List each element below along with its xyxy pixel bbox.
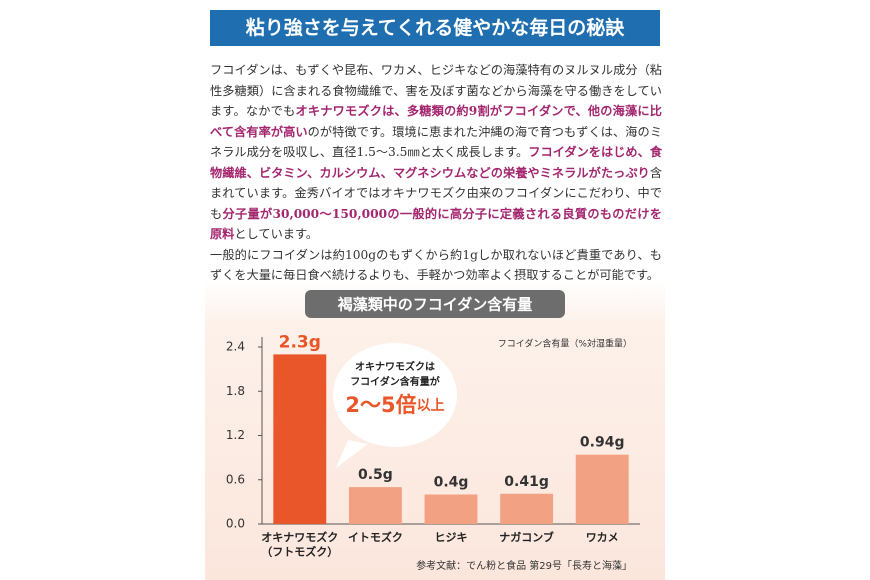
- callout-text: オキナワモズクは: [355, 360, 435, 373]
- paragraph: フコイダンは、もずくや昆布、ワカメ、ヒジキなどの海藻特有のヌルヌル成分（粘性多糖…: [210, 60, 662, 245]
- bar: [424, 494, 478, 524]
- bar: [500, 493, 554, 524]
- paragraph: 一般的にフコイダンは約100gのもずくから約1gしか取れないほど貴重であり、もず…: [210, 245, 662, 286]
- emphasis-text: フコイダンをはじめ、食物繊維、ビタミン、カルシウム、マグネシウムなどの栄養やミネ…: [210, 145, 663, 180]
- body-text: フコイダンは、もずくや昆布、ワカメ、ヒジキなどの海藻特有のヌルヌル成分（粘性多糖…: [210, 60, 662, 286]
- y-tick-label: 1.2: [226, 428, 245, 442]
- text: 含まれています。金秀バイオではオキナワモズク由来のフコイダンにこだわり、中でも: [210, 165, 662, 221]
- x-tick-label: ナガコンブ: [499, 530, 554, 544]
- callout-text: フコイダン含有量が: [350, 375, 441, 388]
- text: のが特徴です。環境に恵まれた沖縄の海で育つもずくは、海のミネラル成分を吸収し、直…: [210, 124, 663, 160]
- bar: [273, 354, 327, 524]
- callout-highlight: 2～5倍以上: [345, 393, 444, 417]
- emphasis-text: 分子量が30,000～150,000の一般的に高分子に定義される良質のものだけを…: [210, 206, 662, 242]
- chart-title: 褐藻類中のフコイダン含有量: [337, 296, 532, 314]
- x-tick-label: イトモズク: [348, 530, 403, 544]
- y-tick-label: 0.0: [226, 517, 245, 531]
- header-title: 粘り強さを与えてくれる健やかな毎日の秘訣: [210, 10, 660, 46]
- source: 参考文献：でん粉と食品 第29号「長寿と海藻」: [416, 559, 632, 572]
- y-tick-label: 1.8: [226, 384, 245, 398]
- text: としています。: [234, 227, 319, 241]
- bar: [348, 487, 402, 524]
- value-label: 0.41g: [504, 474, 549, 490]
- x-tick-label: ワカメ: [586, 531, 619, 544]
- axis-label: フコイダン含有量（%対湿重量）: [498, 338, 632, 350]
- text: フコイダンは、もずくや昆布、ワカメ、ヒジキなどの海藻特有のヌルヌル成分（粘性多糖…: [210, 63, 662, 118]
- chart-title-box: [305, 290, 565, 318]
- value-label: 2.3g: [279, 332, 321, 352]
- callout-text: 2～5倍: [345, 393, 416, 417]
- x-tick-label: オキナワモズク（フトモズク）: [261, 530, 338, 558]
- callout-bubble: [333, 343, 457, 447]
- x-tick-label: ヒジキ: [435, 531, 468, 544]
- callout-text: 以上: [417, 398, 445, 414]
- value-label: 0.94g: [580, 435, 625, 451]
- y-tick-label: 0.6: [226, 472, 245, 486]
- bar: [575, 454, 629, 524]
- text: 一般的にフコイダンは約100gのもずくから約1gしか取れないほど貴重であり、もず…: [210, 247, 662, 283]
- y-tick-label: 2.4: [226, 340, 245, 354]
- callout-tail: [336, 440, 368, 468]
- value-label: 0.4g: [434, 475, 469, 491]
- emphasis-text: オキナワモズクは、多糖類の約9割がフコイダンで、他の海藻に比べて含有率が高い: [210, 104, 662, 139]
- value-label: 0.5g: [358, 467, 393, 483]
